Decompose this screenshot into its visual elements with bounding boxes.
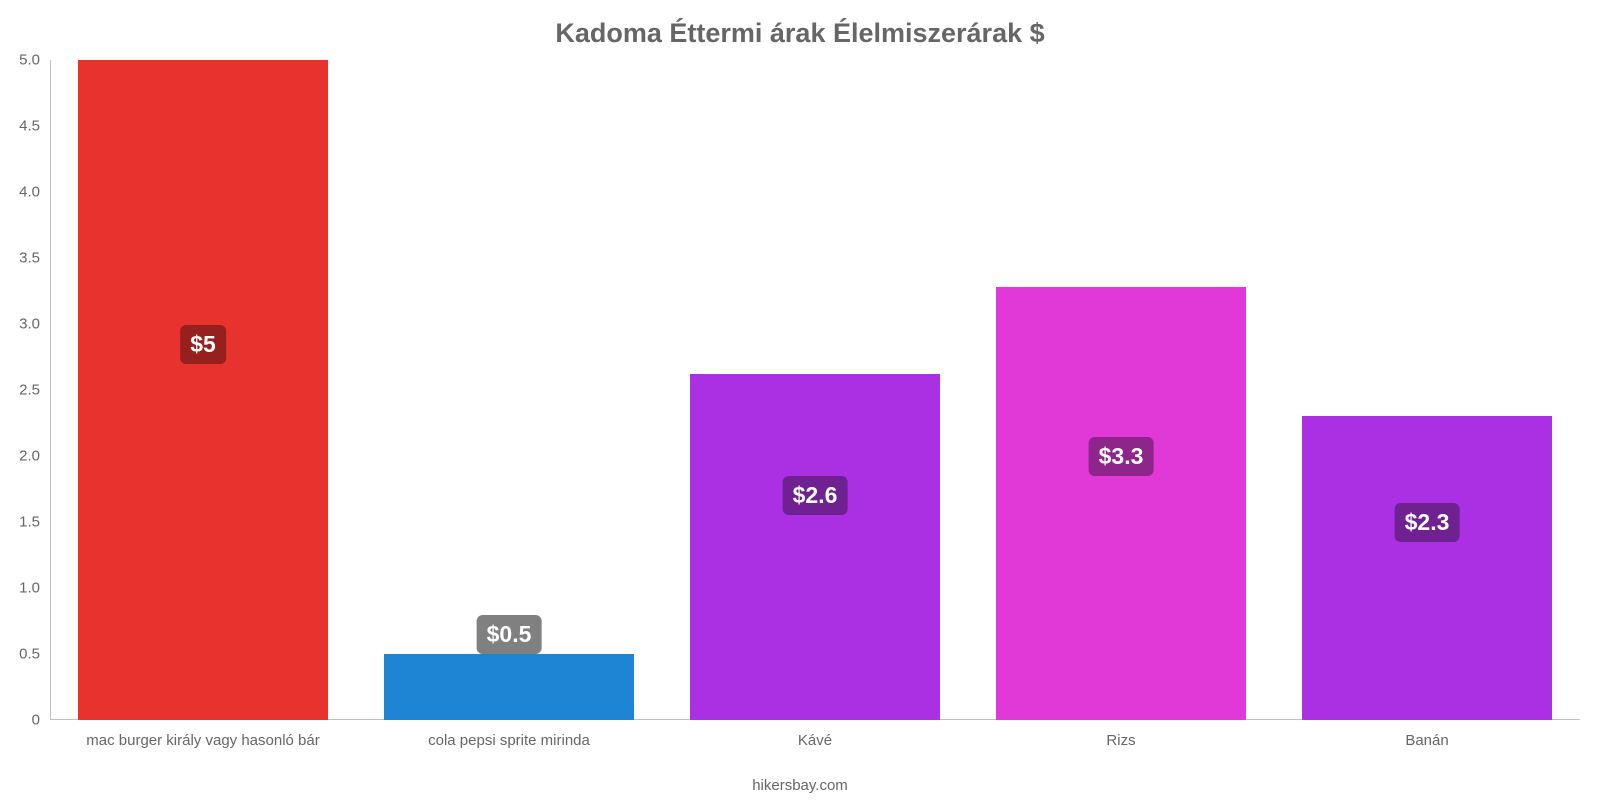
attribution-text: hikersbay.com <box>0 777 1600 794</box>
value-badge: $2.6 <box>783 476 848 515</box>
x-axis: mac burger király vagy hasonló bár cola p… <box>50 720 1580 780</box>
bar <box>78 60 329 720</box>
y-tick-label: 3.0 <box>19 316 50 333</box>
y-tick-label: 3.5 <box>19 250 50 267</box>
y-tick-label: 4.5 <box>19 118 50 135</box>
x-tick-label: Rizs <box>1106 732 1135 749</box>
x-tick-label: mac burger király vagy hasonló bár <box>86 732 319 749</box>
bar <box>1302 416 1553 720</box>
y-tick-label: 1.5 <box>19 514 50 531</box>
value-badge: $5 <box>180 325 226 364</box>
bar-slot: $3.3 <box>968 60 1274 720</box>
y-tick-label: 4.0 <box>19 184 50 201</box>
bars-container: $5 $0.5 $2.6 $3.3 $2.3 <box>50 60 1580 720</box>
bar <box>996 287 1247 720</box>
bar-slot: $2.6 <box>662 60 968 720</box>
y-tick-label: 1.0 <box>19 580 50 597</box>
bar-slot: $0.5 <box>356 60 662 720</box>
x-tick-label: Banán <box>1405 732 1448 749</box>
bar-slot: $2.3 <box>1274 60 1580 720</box>
y-tick-label: 2.5 <box>19 382 50 399</box>
value-badge: $2.3 <box>1395 503 1460 542</box>
bar <box>384 654 635 720</box>
value-badge: $0.5 <box>477 615 542 654</box>
price-bar-chart: Kadoma Éttermi árak Élelmiszerárak $ $5$… <box>0 0 1600 800</box>
y-tick-label: 2.0 <box>19 448 50 465</box>
bar <box>690 374 941 720</box>
y-tick-label: 0.5 <box>19 646 50 663</box>
y-tick-label: 5.0 <box>19 52 50 69</box>
y-tick-label: 0 <box>32 712 50 729</box>
value-badge: $3.3 <box>1089 437 1154 476</box>
chart-title: Kadoma Éttermi árak Élelmiszerárak $ <box>0 18 1600 49</box>
bar-slot: $5 <box>50 60 356 720</box>
plot-area: $5$0.5$2.6$3.3$2.3 00.51.01.52.02.53.03.… <box>50 60 1580 720</box>
x-tick-label: Kávé <box>798 732 832 749</box>
x-tick-label: cola pepsi sprite mirinda <box>428 732 590 749</box>
